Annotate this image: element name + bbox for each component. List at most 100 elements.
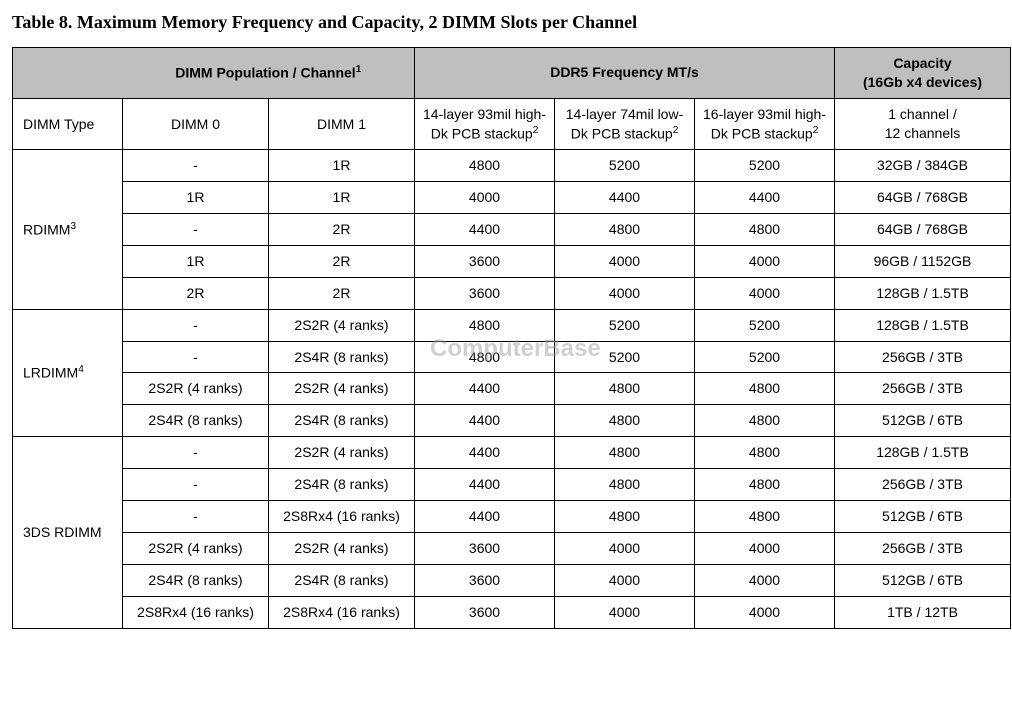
table-row: -2S4R (8 ranks)480052005200256GB / 3TB: [13, 341, 1011, 373]
cell-freq-2: 4000: [555, 596, 695, 628]
group-label: 3DS RDIMM: [13, 437, 123, 628]
cell-freq-1: 4400: [415, 469, 555, 501]
cell-dimm1: 2S2R (4 ranks): [269, 437, 415, 469]
header-dimm-type: DIMM Type: [13, 98, 123, 149]
cell-capacity: 512GB / 6TB: [835, 405, 1011, 437]
table-row: 2S4R (8 ranks)2S4R (8 ranks)360040004000…: [13, 564, 1011, 596]
group-label-sup: 4: [78, 364, 84, 375]
cell-dimm0: 2S2R (4 ranks): [123, 532, 269, 564]
cell-freq-1: 4800: [415, 150, 555, 182]
table-title: Table 8. Maximum Memory Frequency and Ca…: [12, 12, 1000, 33]
table-row: 2S8Rx4 (16 ranks)2S8Rx4 (16 ranks)360040…: [13, 596, 1011, 628]
cell-dimm0: 2S2R (4 ranks): [123, 373, 269, 405]
cell-capacity: 256GB / 3TB: [835, 341, 1011, 373]
cell-dimm0: -: [123, 341, 269, 373]
cell-dimm0: 2S4R (8 ranks): [123, 405, 269, 437]
table-row: RDIMM3-1R48005200520032GB / 384GB: [13, 150, 1011, 182]
table-row: 1R2R36004000400096GB / 1152GB: [13, 245, 1011, 277]
cell-freq-2: 4000: [555, 532, 695, 564]
cell-freq-1: 3600: [415, 277, 555, 309]
group-label-sup: 3: [70, 221, 76, 232]
cell-dimm1: 2S8Rx4 (16 ranks): [269, 501, 415, 533]
cell-freq-3: 4400: [695, 182, 835, 214]
cell-capacity: 128GB / 1.5TB: [835, 437, 1011, 469]
group-label: LRDIMM4: [13, 309, 123, 437]
header-dimm0: DIMM 0: [123, 98, 269, 149]
table-row: -2R44004800480064GB / 768GB: [13, 214, 1011, 246]
cell-freq-2: 4800: [555, 501, 695, 533]
table-row: LRDIMM4-2S2R (4 ranks)480052005200128GB …: [13, 309, 1011, 341]
cell-freq-3: 4800: [695, 405, 835, 437]
cell-freq-1: 4800: [415, 341, 555, 373]
cell-dimm0: -: [123, 437, 269, 469]
cell-freq-3: 5200: [695, 309, 835, 341]
group-label-text: LRDIMM: [23, 365, 78, 381]
cell-freq-1: 4800: [415, 309, 555, 341]
table-row: 2S4R (8 ranks)2S4R (8 ranks)440048004800…: [13, 405, 1011, 437]
cell-freq-3: 5200: [695, 341, 835, 373]
table-row: 3DS RDIMM-2S2R (4 ranks)440048004800128G…: [13, 437, 1011, 469]
cell-freq-1: 3600: [415, 564, 555, 596]
cell-freq-2: 4800: [555, 405, 695, 437]
cell-dimm1: 2S4R (8 ranks): [269, 564, 415, 596]
table-row: 2S2R (4 ranks)2S2R (4 ranks)440048004800…: [13, 373, 1011, 405]
table-body: RDIMM3-1R48005200520032GB / 384GB1R1R400…: [13, 150, 1011, 628]
cell-freq-2: 4000: [555, 277, 695, 309]
group-label-text: 3DS RDIMM: [23, 524, 102, 540]
cell-freq-3: 4000: [695, 245, 835, 277]
cell-freq-3: 4000: [695, 564, 835, 596]
cell-dimm0: 2R: [123, 277, 269, 309]
cell-capacity: 256GB / 3TB: [835, 373, 1011, 405]
cell-dimm0: -: [123, 214, 269, 246]
cell-freq-1: 4400: [415, 501, 555, 533]
cell-freq-2: 4800: [555, 214, 695, 246]
cell-freq-2: 4400: [555, 182, 695, 214]
cell-freq-3: 4800: [695, 214, 835, 246]
cell-freq-1: 3600: [415, 245, 555, 277]
cell-dimm1: 1R: [269, 182, 415, 214]
cell-capacity: 256GB / 3TB: [835, 469, 1011, 501]
cell-freq-3: 4800: [695, 373, 835, 405]
table-row: 2S2R (4 ranks)2S2R (4 ranks)360040004000…: [13, 532, 1011, 564]
cell-dimm1: 2S4R (8 ranks): [269, 405, 415, 437]
cell-dimm0: 1R: [123, 245, 269, 277]
cell-capacity: 128GB / 1.5TB: [835, 309, 1011, 341]
cell-dimm0: -: [123, 501, 269, 533]
cell-freq-1: 4400: [415, 437, 555, 469]
cell-dimm0: 2S8Rx4 (16 ranks): [123, 596, 269, 628]
cell-freq-1: 4400: [415, 373, 555, 405]
header-population: DIMM Population / Channel1: [123, 48, 415, 99]
cell-freq-3: 4800: [695, 501, 835, 533]
cell-freq-2: 5200: [555, 150, 695, 182]
cell-freq-3: 5200: [695, 150, 835, 182]
header-frequency: DDR5 Frequency MT/s: [415, 48, 835, 99]
header-stackup-2: 14-layer 74mil low-Dk PCB stackup2: [555, 98, 695, 149]
cell-freq-2: 4000: [555, 245, 695, 277]
header-capacity: Capacity (16Gb x4 devices): [835, 48, 1011, 99]
header-dimm1: DIMM 1: [269, 98, 415, 149]
table-row: 2R2R360040004000128GB / 1.5TB: [13, 277, 1011, 309]
cell-freq-2: 4800: [555, 437, 695, 469]
header-stackup-3: 16-layer 93mil high-Dk PCB stackup2: [695, 98, 835, 149]
cell-capacity: 256GB / 3TB: [835, 532, 1011, 564]
cell-dimm1: 2R: [269, 214, 415, 246]
table-row: 1R1R40004400440064GB / 768GB: [13, 182, 1011, 214]
group-label-text: RDIMM: [23, 221, 70, 237]
header-capacity-sub: 1 channel / 12 channels: [835, 98, 1011, 149]
memory-frequency-table: DIMM Population / Channel1 DDR5 Frequenc…: [12, 47, 1011, 629]
cell-freq-2: 5200: [555, 309, 695, 341]
cell-dimm1: 1R: [269, 150, 415, 182]
cell-freq-2: 5200: [555, 341, 695, 373]
cell-dimm1: 2S4R (8 ranks): [269, 341, 415, 373]
cell-capacity: 128GB / 1.5TB: [835, 277, 1011, 309]
cell-freq-2: 4800: [555, 373, 695, 405]
cell-capacity: 1TB / 12TB: [835, 596, 1011, 628]
cell-freq-3: 4000: [695, 596, 835, 628]
cell-dimm0: -: [123, 150, 269, 182]
cell-dimm0: -: [123, 309, 269, 341]
cell-dimm1: 2R: [269, 245, 415, 277]
cell-freq-2: 4800: [555, 469, 695, 501]
group-label: RDIMM3: [13, 150, 123, 309]
header-stackup-1: 14-layer 93mil high-Dk PCB stackup2: [415, 98, 555, 149]
cell-capacity: 512GB / 6TB: [835, 501, 1011, 533]
